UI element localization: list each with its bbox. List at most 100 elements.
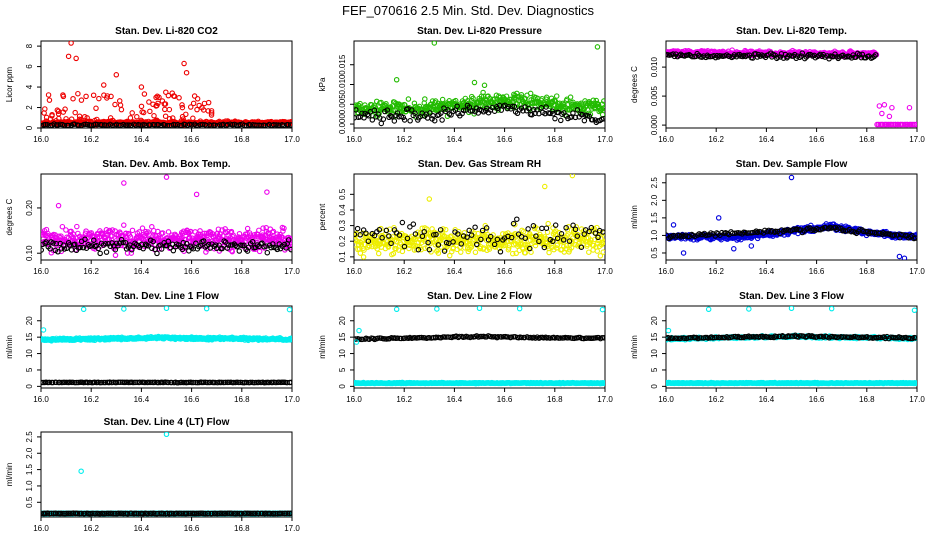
data-point	[224, 245, 231, 251]
data-point	[41, 110, 47, 116]
data-point	[431, 117, 438, 124]
data-point	[434, 306, 440, 312]
data-point	[469, 108, 476, 114]
data-point	[120, 239, 126, 246]
data-point	[719, 229, 725, 236]
data-point	[476, 306, 483, 312]
data-point	[599, 240, 605, 247]
data-point	[116, 98, 123, 104]
data-point	[542, 110, 548, 117]
x-tick-label: 16.6	[184, 395, 200, 404]
data-point	[583, 235, 590, 241]
data-point	[425, 239, 431, 246]
data-point	[91, 379, 98, 386]
data-point	[357, 100, 363, 107]
data-point	[260, 225, 266, 231]
data-point	[78, 97, 85, 103]
data-point	[270, 241, 276, 247]
data-point	[460, 107, 467, 114]
data-point	[557, 335, 564, 341]
y-tick-label: 10	[25, 349, 34, 358]
data-point	[532, 242, 539, 249]
data-point	[65, 122, 72, 128]
data-point	[150, 238, 156, 245]
data-point	[913, 121, 917, 128]
data-point	[354, 339, 360, 345]
data-point	[462, 107, 469, 113]
x-tick-label: 16.2	[396, 135, 412, 144]
y-tick-label: 0.010	[338, 74, 347, 95]
data-point	[236, 379, 242, 386]
data-point	[180, 116, 186, 122]
data-point	[288, 246, 292, 253]
data-point	[692, 233, 698, 240]
data-point	[581, 117, 588, 124]
data-point	[186, 248, 192, 254]
y-tick-label: 15	[25, 332, 34, 341]
data-point	[567, 94, 574, 100]
data-point	[112, 101, 118, 108]
data-point	[170, 247, 177, 254]
data-point	[101, 82, 107, 88]
x-tick-label: 16.8	[234, 267, 250, 276]
data-point	[276, 379, 282, 385]
data-point	[147, 379, 153, 386]
data-point	[525, 226, 531, 232]
data-point	[491, 241, 498, 248]
data-point	[399, 248, 406, 255]
x-tick-label: 16.0	[346, 267, 362, 276]
data-point	[42, 121, 49, 128]
data-point	[546, 249, 552, 256]
data-point	[483, 225, 490, 231]
data-point	[158, 246, 165, 252]
y-tick-label: 0.10	[25, 245, 34, 261]
y-axis-label: kPa	[318, 77, 327, 91]
data-point	[506, 245, 512, 251]
data-point	[479, 227, 486, 234]
data-point	[213, 242, 219, 248]
x-tick-label: 16.4	[134, 267, 150, 276]
data-point	[171, 93, 178, 100]
data-point	[563, 242, 570, 249]
y-tick-label: 0.3	[338, 219, 347, 231]
data-points	[666, 174, 917, 260]
data-point	[558, 231, 565, 237]
data-point	[399, 219, 406, 226]
data-point	[707, 53, 714, 60]
data-point	[253, 379, 259, 386]
data-point	[577, 243, 584, 249]
data-point	[570, 110, 576, 116]
data-point	[483, 227, 489, 234]
data-point	[731, 246, 737, 252]
data-point	[748, 243, 755, 249]
data-point	[804, 226, 810, 232]
data-point	[379, 235, 385, 241]
data-point	[196, 102, 202, 109]
x-tick-label: 16.6	[184, 267, 200, 276]
x-tick-label: 16.8	[547, 135, 563, 144]
data-point	[569, 238, 575, 245]
data-point	[715, 215, 722, 221]
data-point	[597, 253, 604, 259]
y-tick-label: 10	[338, 349, 347, 358]
data-point	[121, 222, 127, 228]
data-points	[666, 47, 917, 128]
data-point	[601, 98, 605, 104]
data-point	[518, 240, 524, 246]
data-point	[593, 97, 600, 104]
data-point	[197, 228, 203, 234]
data-point	[468, 334, 475, 340]
data-point	[514, 216, 520, 222]
y-tick-label: 0.000	[650, 115, 659, 136]
data-point	[886, 113, 893, 120]
data-point	[431, 41, 438, 46]
data-point	[244, 379, 250, 386]
data-point	[566, 238, 573, 244]
data-point	[468, 232, 475, 238]
data-point	[219, 379, 225, 386]
data-point	[450, 333, 456, 340]
data-point	[442, 226, 449, 233]
data-point	[80, 244, 87, 251]
